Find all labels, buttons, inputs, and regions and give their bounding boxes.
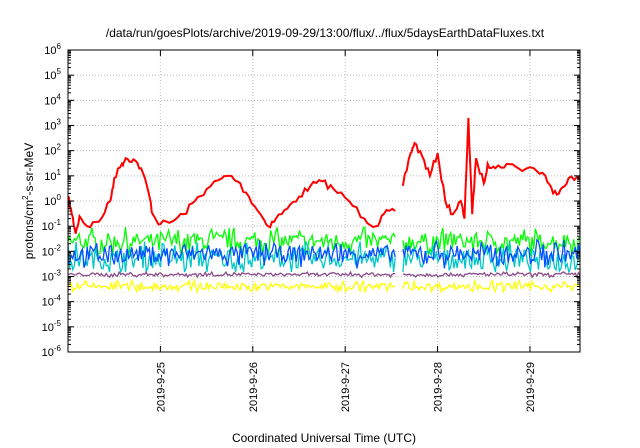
y-tick-label: 10-2: [42, 243, 62, 258]
y-tick-label: 102: [44, 143, 61, 158]
y-axis-ticks: 10-6 10-5 10-4 10-3 10-2 10-1 100 101 102 103 104 1…: [42, 42, 580, 359]
chart-title: /data/run/goesPlots/archive/2019-09-29/1…: [106, 26, 545, 40]
y-tick-label: 101: [44, 168, 61, 183]
y-tick-label: 103: [44, 118, 61, 133]
y-tick-label: 10-1: [42, 218, 62, 233]
y-tick-label: 10-5: [42, 319, 62, 334]
series-line-band-2: [402, 241, 581, 275]
y-tick-label: 106: [44, 42, 61, 57]
grid-lines: [68, 50, 580, 352]
x-tick-label: 2019-9-26: [248, 362, 260, 412]
x-tick-label: 2019-9-25: [155, 362, 167, 412]
y-tick-label: 10-6: [42, 344, 62, 359]
y-label-suffix: -s-sr-MeV: [22, 143, 36, 196]
series-line-band-3: [67, 240, 396, 269]
series-line-band-3: [402, 238, 581, 269]
y-tick-label: 10-4: [42, 294, 62, 309]
series-layer: [67, 117, 581, 295]
series-line-red: [401, 117, 581, 219]
x-tick-label: 2019-9-27: [340, 362, 352, 412]
x-axis-label: Coordinated Universal Time (UTC): [232, 431, 416, 445]
y-tick-label: 105: [44, 67, 61, 82]
series-line-band-4: [402, 271, 581, 279]
y-label-sup: 2: [21, 195, 30, 200]
x-axis-ticks: 2019-9-25 2019-9-26 2019-9-27 2019-9-28 2019…: [155, 50, 537, 412]
y-tick-label: 100: [44, 193, 61, 208]
series-line-band-1: [402, 227, 581, 256]
y-tick-label: 10-3: [42, 269, 62, 284]
y-tick-label: 104: [44, 92, 61, 107]
series-line-band-5: [402, 278, 581, 294]
series-line-band-5: [67, 278, 396, 295]
x-tick-label: 2019-9-28: [433, 362, 445, 412]
series-line-red: [67, 156, 396, 234]
x-tick-label: 2019-9-29: [525, 362, 537, 412]
y-axis-label: protons/cm2-s-sr-MeV: [21, 143, 36, 259]
series-line-band-2: [67, 241, 396, 275]
series-line-band-4: [67, 270, 396, 279]
y-label-prefix: protons/cm: [22, 200, 36, 259]
